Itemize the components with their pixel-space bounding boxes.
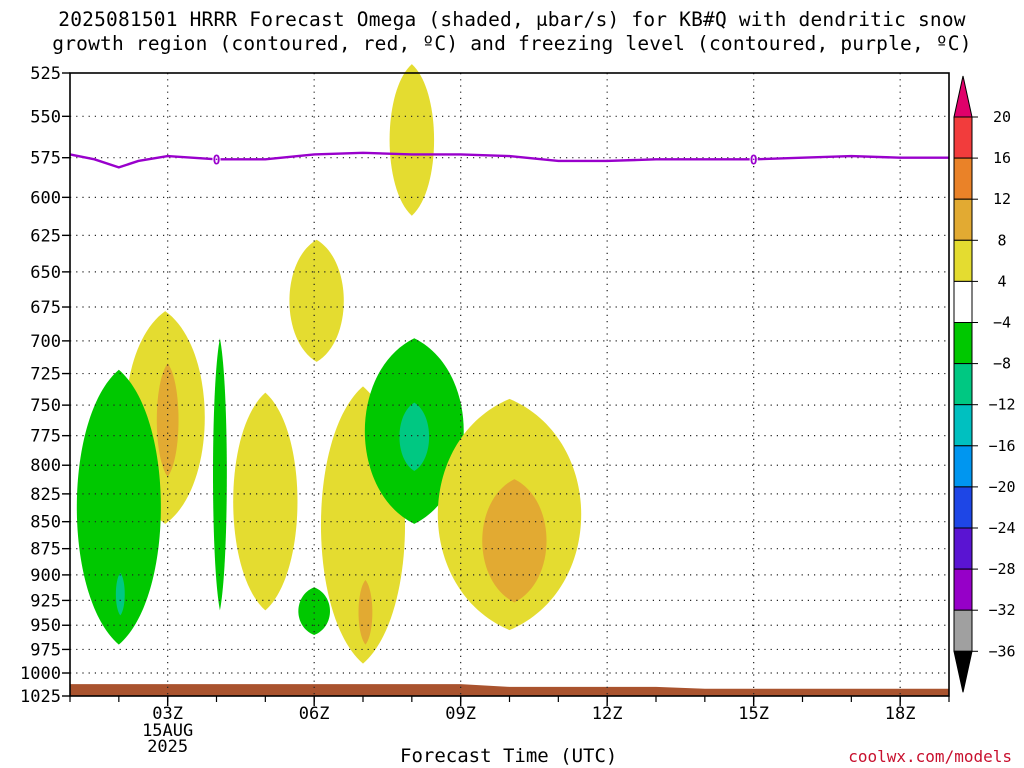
colorbar-label: 4 [997,272,1006,290]
colorbar-box [953,198,973,241]
omega-region-10 [358,580,373,645]
x-tick-label: 18Z [885,704,916,724]
y-tick-label: 775 [30,427,61,447]
credit-link[interactable]: coolwx.com/models [848,747,1012,766]
colorbar-label: −12 [988,396,1015,414]
colorbar-label: 12 [993,190,1011,208]
y-tick-label: 625 [30,226,61,246]
colorbar-bottom-arrow [953,650,973,693]
colorbar-label: −16 [988,437,1015,455]
y-tick-label: 525 [30,64,61,84]
chart-title: 2025081501 HRRR Forecast Omega (shaded, … [0,8,1024,56]
y-tick-label: 900 [30,566,61,586]
x-date-label: 15AUG [142,721,193,741]
omega-region-4 [212,338,227,611]
colorbar-label: 16 [993,149,1011,167]
x-axis-label: Forecast Time (UTC) [400,745,618,767]
colorbar-box [953,609,973,652]
y-tick-label: 1025 [20,687,61,707]
y-tick-label: 750 [30,396,61,416]
omega-region-3 [156,363,179,477]
colorbar-label: −32 [988,601,1015,619]
terrain-layer [70,684,949,696]
freezing-level-line [69,151,949,169]
y-tick-label: 800 [30,456,61,476]
colorbar-label: −28 [988,560,1015,578]
title-line-1: 2025081501 HRRR Forecast Omega (shaded, … [58,8,966,31]
colorbar-label: 8 [997,231,1006,249]
y-tick-label: 925 [30,591,61,611]
colorbar-box [953,527,973,570]
y-tick-label: 600 [30,188,61,208]
x-tick-label: 03Z [152,704,183,724]
title-line-2: growth region (contoured, red, ºC) and f… [52,32,972,55]
x-date-label: 2025 [147,737,188,757]
x-tick-label: 09Z [445,704,476,724]
colorbar-label: −8 [993,355,1011,373]
omega-region-1 [289,239,344,362]
y-tick-label: 675 [30,298,61,318]
colorbar-label: −24 [988,519,1015,537]
y-tick-label: 650 [30,263,61,283]
omega-region-12 [399,402,430,472]
colorbar-box [953,239,973,282]
y-tick-label: 725 [30,365,61,385]
omega-region-5 [233,392,298,611]
freezing-level-label: 0 [750,153,758,168]
colorbar-box [953,116,973,159]
omega-regions [76,64,582,664]
colorbar-box [953,322,973,365]
colorbar-box [953,486,973,529]
y-tick-label: 700 [30,332,61,352]
colorbar-top-arrow [953,75,973,118]
colorbar-box [953,363,973,406]
colorbar-label: −36 [988,642,1015,660]
x-tick-label: 06Z [299,704,330,724]
colorbar-box [953,404,973,447]
colorbar-box [953,157,973,200]
colorbar-box [953,445,973,488]
freezing-level-label-bg [212,152,221,166]
omega-region-14 [482,479,547,603]
y-tick-label: 550 [30,107,61,127]
colorbar-label: −4 [993,314,1011,332]
omega-region-7 [115,572,125,616]
colorbar-label: −20 [988,478,1015,496]
freezing-level-label: 0 [213,153,221,168]
colorbar-box [953,568,973,611]
x-tick-label: 12Z [592,704,623,724]
y-tick-label: 875 [30,540,61,560]
omega-region-6 [76,369,161,645]
omega-region-8 [298,587,330,635]
y-tick-label: 950 [30,616,61,636]
freezing-level-label-bg [749,152,758,166]
y-tick-label: 825 [30,485,61,505]
y-tick-label: 850 [30,513,61,533]
terrain-band [70,684,949,696]
colorbar-box [953,280,973,323]
colorbar: 20 16 12 8 4 −4 −8 −12 −16 −20 −24 −28 −32 −36 [953,75,1016,693]
colorbar-label: 20 [993,108,1011,126]
x-tick-label: 15Z [738,704,769,724]
y-tick-label: 575 [30,149,61,169]
y-tick-label: 975 [30,640,61,660]
omega-region-0 [389,64,435,216]
y-axis: 525 550 575 600 625 650 675 700 725 750 775 800 825 8… [20,64,70,707]
y-tick-label: 1000 [20,664,61,684]
